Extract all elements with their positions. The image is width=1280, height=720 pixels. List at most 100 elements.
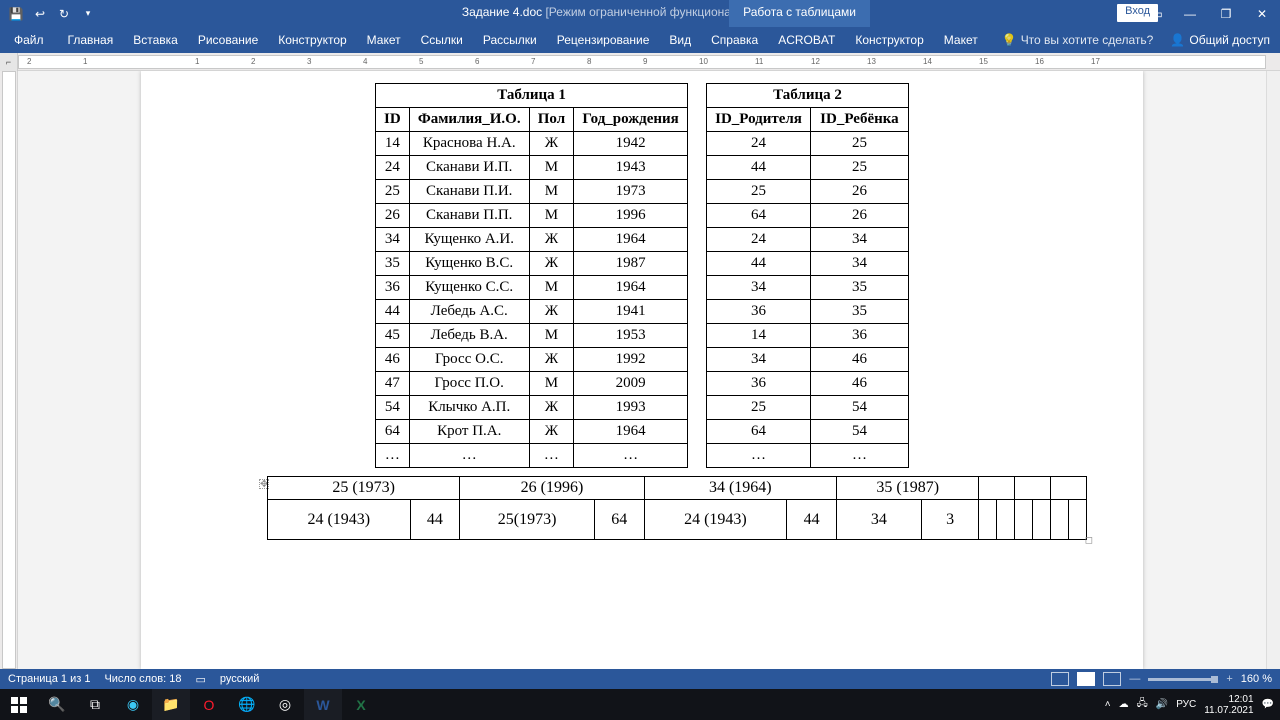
zoom-slider[interactable] — [1148, 678, 1218, 681]
analysis-cell[interactable]: 44 — [787, 500, 837, 540]
start-button[interactable] — [0, 689, 38, 720]
status-word-count[interactable]: Число слов: 18 — [104, 673, 181, 685]
table-row[interactable]: 1436 — [707, 324, 909, 348]
analysis-cell[interactable]: 35 (1987) — [836, 477, 979, 500]
read-mode-button[interactable] — [1051, 672, 1069, 686]
taskbar-opera-icon[interactable]: O — [190, 689, 228, 720]
table-row[interactable]: 45Лебедь В.А.М1953 — [376, 324, 688, 348]
ribbon-tab[interactable]: Конструктор — [845, 27, 933, 53]
ribbon-tab[interactable]: ACROBAT — [768, 27, 845, 53]
table-resize-handle-icon[interactable]: ◻ — [1085, 535, 1093, 546]
table-row[interactable]: 64Крот П.А.Ж1964 — [376, 420, 688, 444]
table-row[interactable]: 36Кущенко С.С.М1964 — [376, 276, 688, 300]
tray-volume-icon[interactable]: 🔊 — [1156, 699, 1168, 710]
ribbon-tab[interactable]: Главная — [58, 27, 124, 53]
vertical-ruler[interactable] — [0, 71, 18, 669]
analysis-cell[interactable]: 34 (1964) — [644, 477, 836, 500]
proofing-icon[interactable]: ▭ — [196, 673, 206, 686]
ribbon-tab[interactable]: Рецензирование — [547, 27, 660, 53]
table-row[interactable]: 26Сканави П.П.М1996 — [376, 204, 688, 228]
analysis-cell[interactable] — [979, 500, 997, 540]
table-row[interactable]: 2554 — [707, 396, 909, 420]
status-page[interactable]: Страница 1 из 1 — [8, 673, 90, 685]
ribbon-tab[interactable]: Вставка — [123, 27, 188, 53]
vertical-scrollbar[interactable] — [1266, 71, 1280, 669]
analysis-cell[interactable]: 26 (1996) — [460, 477, 644, 500]
ribbon-tab[interactable]: Макет — [934, 27, 988, 53]
table-row[interactable]: 3435 — [707, 276, 909, 300]
table-row[interactable]: 54Клычко А.П.Ж1993 — [376, 396, 688, 420]
taskbar-word-icon[interactable]: W — [304, 689, 342, 720]
ribbon-tab[interactable]: Ссылки — [411, 27, 473, 53]
table-row[interactable]: 4425 — [707, 156, 909, 180]
analysis-cell[interactable] — [979, 477, 1015, 500]
table-row[interactable]: …… — [707, 444, 909, 468]
analysis-cell[interactable] — [1033, 500, 1051, 540]
table-1[interactable]: Таблица 1 IDФамилия_И.О.ПолГод_рождения … — [375, 83, 688, 468]
table-row[interactable]: 2425 — [707, 132, 909, 156]
qat-customize-icon[interactable]: ▾ — [80, 6, 96, 22]
table-row[interactable]: 2526 — [707, 180, 909, 204]
ribbon-tab[interactable]: Рассылки — [473, 27, 547, 53]
save-icon[interactable]: 💾 — [8, 6, 24, 22]
task-view-button[interactable]: ⧉ — [76, 689, 114, 720]
analysis-cell[interactable] — [1069, 500, 1087, 540]
analysis-cell[interactable]: 34 — [836, 500, 921, 540]
table-row[interactable]: 14Краснова Н.А.Ж1942 — [376, 132, 688, 156]
tell-me-search[interactable]: 💡 Что вы хотите сделать? — [1002, 33, 1154, 47]
undo-icon[interactable]: ↩ — [32, 6, 48, 22]
tray-notifications-icon[interactable]: 💬 — [1262, 699, 1274, 710]
zoom-level[interactable]: 160 % — [1241, 673, 1272, 685]
analysis-cell[interactable] — [1015, 477, 1051, 500]
redo-icon[interactable]: ↻ — [56, 6, 72, 22]
taskbar-explorer-icon[interactable]: 📁 — [152, 689, 190, 720]
analysis-cell[interactable]: 3 — [921, 500, 979, 540]
print-layout-button[interactable] — [1077, 672, 1095, 686]
table-row[interactable]: 34Кущенко А.И.Ж1964 — [376, 228, 688, 252]
ribbon-tab[interactable]: Вид — [659, 27, 701, 53]
horizontal-ruler[interactable]: 211234567891011121314151617 — [18, 55, 1266, 69]
tray-onedrive-icon[interactable]: ☁ — [1119, 699, 1129, 710]
table-row[interactable]: 6454 — [707, 420, 909, 444]
tray-chevron-icon[interactable]: ˄ — [1105, 699, 1111, 710]
table-row[interactable]: 6426 — [707, 204, 909, 228]
table-row[interactable]: 4434 — [707, 252, 909, 276]
table-row[interactable]: ………… — [376, 444, 688, 468]
table-row[interactable]: 3646 — [707, 372, 909, 396]
table-row[interactable]: 47Гросс П.О.М2009 — [376, 372, 688, 396]
status-language[interactable]: русский — [220, 673, 259, 685]
table-row[interactable]: 2434 — [707, 228, 909, 252]
analysis-cell[interactable] — [1051, 500, 1069, 540]
analysis-cell[interactable]: 24 (1943) — [644, 500, 787, 540]
document-canvas[interactable]: Таблица 1 IDФамилия_И.О.ПолГод_рождения … — [18, 71, 1266, 669]
ribbon-tab[interactable]: Файл — [0, 27, 58, 53]
analysis-cell[interactable]: 64 — [594, 500, 644, 540]
analysis-cell[interactable]: 25(1973) — [460, 500, 595, 540]
analysis-cell[interactable] — [1051, 477, 1087, 500]
analysis-cell[interactable] — [997, 500, 1015, 540]
tray-network-icon[interactable]: 🖧 — [1137, 696, 1148, 713]
ribbon-tab[interactable]: Конструктор — [268, 27, 356, 53]
analysis-table[interactable]: 25 (1973)26 (1996)34 (1964)35 (1987) 24 … — [267, 476, 1087, 540]
ribbon-tab[interactable]: Рисование — [188, 27, 268, 53]
taskbar-app-icon[interactable]: ◎ — [266, 689, 304, 720]
table-row[interactable]: 44Лебедь А.С.Ж1941 — [376, 300, 688, 324]
maximize-button[interactable]: ❐ — [1208, 0, 1244, 27]
taskbar-edge-icon[interactable]: ◉ — [114, 689, 152, 720]
minimize-button[interactable]: — — [1172, 0, 1208, 27]
tray-ime[interactable]: РУС — [1176, 699, 1196, 710]
close-button[interactable]: ✕ — [1244, 0, 1280, 27]
taskbar-excel-icon[interactable]: X — [342, 689, 380, 720]
table-row[interactable]: 3635 — [707, 300, 909, 324]
zoom-plus[interactable]: + — [1226, 673, 1232, 685]
analysis-cell[interactable]: 24 (1943) — [268, 500, 411, 540]
web-layout-button[interactable] — [1103, 672, 1121, 686]
ribbon-tab[interactable]: Справка — [701, 27, 768, 53]
tray-clock[interactable]: 12:01 11.07.2021 — [1204, 694, 1253, 716]
analysis-cell[interactable]: 25 (1973) — [268, 477, 460, 500]
table-row[interactable]: 35Кущенко В.С.Ж1987 — [376, 252, 688, 276]
share-button[interactable]: 👤 Общий доступ — [1170, 33, 1270, 47]
ribbon-tab[interactable]: Макет — [357, 27, 411, 53]
analysis-cell[interactable]: 44 — [410, 500, 460, 540]
table-row[interactable]: 46Гросс О.С.Ж1992 — [376, 348, 688, 372]
